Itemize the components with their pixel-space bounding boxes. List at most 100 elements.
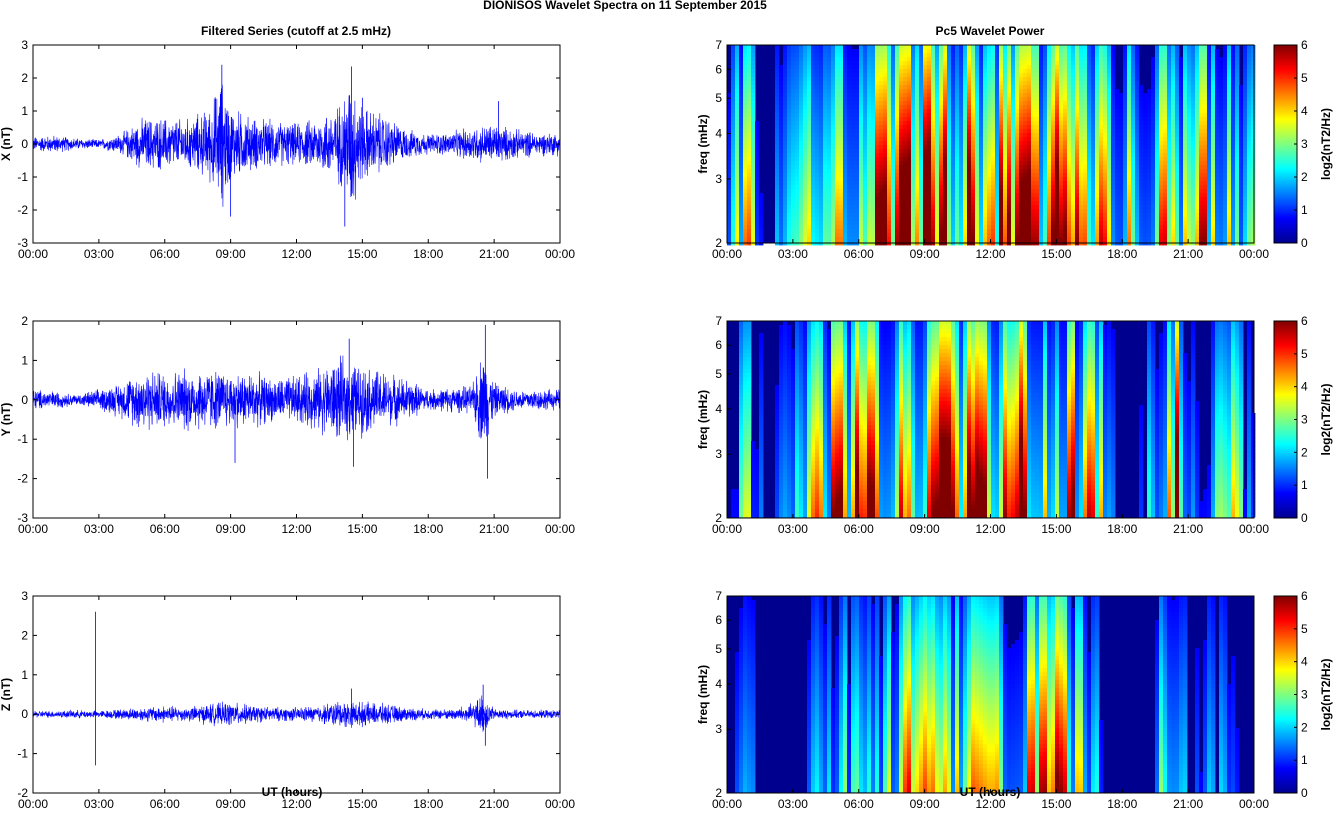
spectrogram-cell bbox=[1059, 189, 1064, 194]
spectrogram-cell bbox=[755, 161, 760, 166]
spectrogram-cell bbox=[1095, 149, 1100, 154]
spectrogram-cell bbox=[1075, 105, 1080, 110]
spectrogram-cell bbox=[935, 153, 940, 158]
spectrogram-cell bbox=[775, 45, 780, 50]
spectrogram-cell bbox=[979, 69, 984, 74]
spectrogram-cell bbox=[1071, 101, 1076, 106]
spectrogram-cell bbox=[1127, 137, 1132, 142]
spectrogram-cell bbox=[787, 137, 792, 142]
spectrogram-cell bbox=[1095, 201, 1100, 206]
spectrogram-cell bbox=[1127, 89, 1132, 94]
spectrogram-cell bbox=[991, 157, 996, 162]
spectrogram-cell bbox=[1007, 65, 1012, 70]
spectrogram-cell bbox=[1023, 129, 1028, 134]
spectrogram-cell bbox=[747, 193, 752, 198]
spectrogram-cell bbox=[1011, 133, 1016, 138]
spectrogram-cell bbox=[875, 77, 880, 82]
spectrogram-cell bbox=[807, 201, 812, 206]
spectrogram-cell bbox=[859, 101, 864, 106]
spectrogram-cell bbox=[1107, 229, 1112, 234]
spectrogram-cell bbox=[1099, 213, 1104, 218]
spectrogram-cell bbox=[899, 77, 904, 82]
spectrogram-cell bbox=[1063, 221, 1068, 226]
spectrogram-cell bbox=[1055, 49, 1060, 54]
spectrogram-cell bbox=[755, 193, 760, 198]
spectrogram-cell bbox=[1087, 69, 1092, 74]
spectrogram-cell bbox=[843, 65, 848, 70]
spectrogram-cell bbox=[887, 101, 892, 106]
spectrogram-cell bbox=[851, 121, 856, 126]
spectrogram-cell bbox=[1107, 137, 1112, 142]
spectrogram-cell bbox=[1123, 173, 1128, 178]
spectrogram-cell bbox=[943, 177, 948, 182]
spectrogram-cell bbox=[963, 145, 968, 150]
spectrogram-cell bbox=[1067, 153, 1072, 158]
spectrogram-cell bbox=[967, 149, 972, 154]
y-tick-label: 0 bbox=[21, 137, 28, 151]
spectrogram-cell bbox=[963, 169, 968, 174]
spectrogram-cell bbox=[1071, 133, 1076, 138]
spectrogram-cell bbox=[883, 105, 888, 110]
spectrogram-cell bbox=[847, 153, 852, 158]
spectrogram-cell bbox=[1079, 129, 1084, 134]
spectrogram-cell bbox=[807, 93, 812, 98]
spectrogram-cell bbox=[807, 149, 812, 154]
spectrogram-cell bbox=[1051, 205, 1056, 210]
spectrogram-cell bbox=[1031, 77, 1036, 82]
spectrogram-cell bbox=[1123, 165, 1128, 170]
spectrogram-cell bbox=[1055, 93, 1060, 98]
spectrogram-cell bbox=[899, 205, 904, 210]
spectrogram-cell bbox=[1043, 193, 1048, 198]
spectrogram-cell bbox=[903, 173, 908, 178]
spectrogram-cell bbox=[1131, 125, 1136, 130]
spectrogram-cell bbox=[935, 101, 940, 106]
spectrogram-cell bbox=[979, 133, 984, 138]
spectrogram-cell bbox=[991, 149, 996, 154]
spectrogram-cell bbox=[971, 129, 976, 134]
spectrogram-cell bbox=[987, 45, 992, 50]
spectrogram-cell bbox=[747, 205, 752, 210]
spectrogram-cell bbox=[983, 165, 988, 170]
spectrogram-cell bbox=[963, 89, 968, 94]
spectrogram-cell bbox=[1091, 201, 1096, 206]
spectrogram-cell bbox=[735, 221, 740, 226]
spectrogram-cell bbox=[815, 109, 820, 114]
spectrogram-cell bbox=[883, 129, 888, 134]
spectrogram-cell bbox=[995, 85, 1000, 90]
spectrogram-cell bbox=[1027, 233, 1032, 238]
spectrogram-cell bbox=[819, 109, 824, 114]
x-tick-label: 18:00 bbox=[413, 522, 443, 536]
spectrogram-cell bbox=[807, 193, 812, 198]
spectrogram-cell bbox=[915, 49, 920, 54]
spectrogram-cell bbox=[863, 213, 868, 218]
spectrogram-cell bbox=[735, 45, 740, 50]
spectrogram-cell bbox=[1087, 221, 1092, 226]
spectrogram-cell bbox=[739, 77, 744, 82]
spectrogram-cell bbox=[983, 225, 988, 230]
spectrogram-cell bbox=[947, 97, 952, 102]
spectrogram-cell bbox=[971, 177, 976, 182]
spectrogram-cell bbox=[1051, 57, 1056, 62]
spectrogram-cell bbox=[1079, 197, 1084, 202]
spectrogram-cell bbox=[1031, 85, 1036, 90]
spectrogram-cell bbox=[1071, 69, 1076, 74]
spectrogram-cell bbox=[1107, 133, 1112, 138]
spectrogram-cell bbox=[1087, 109, 1092, 114]
spectrogram-cell bbox=[891, 49, 896, 54]
spectrogram-cell bbox=[1003, 205, 1008, 210]
spectrogram-cell bbox=[831, 197, 836, 202]
spectrogram-cell bbox=[999, 133, 1004, 138]
spectrogram-cell bbox=[787, 181, 792, 186]
spectrogram-cell bbox=[1019, 161, 1024, 166]
spectrogram-cell bbox=[947, 109, 952, 114]
spectrogram-cell bbox=[803, 49, 808, 54]
spectrogram-cell bbox=[751, 65, 756, 70]
spectrogram-cell bbox=[1123, 45, 1128, 50]
spectrogram-cell bbox=[831, 53, 836, 58]
spectrogram-cell bbox=[1035, 193, 1040, 198]
spectrogram-cell bbox=[875, 153, 880, 158]
spectrogram-cell bbox=[1003, 197, 1008, 202]
spectrogram-cell bbox=[863, 137, 868, 142]
spectrogram-cell bbox=[987, 129, 992, 134]
spectrogram-cell bbox=[851, 229, 856, 234]
